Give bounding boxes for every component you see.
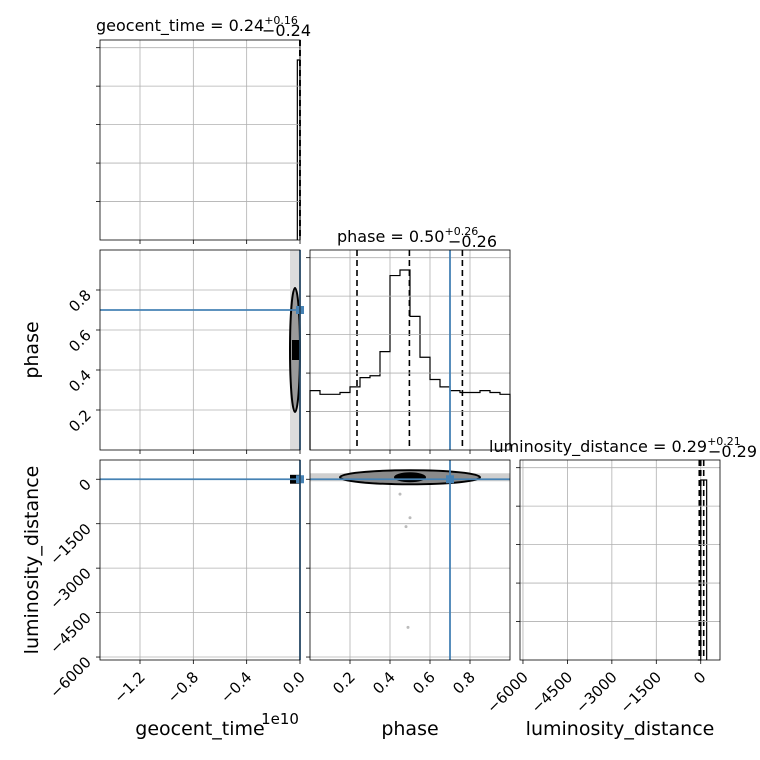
panel-luminosity-distance-vs-geocent-time: −1.2 −0.8 −0.4 0.0 −6000−4500−3000−1500 0 <box>46 459 309 707</box>
x-tick-label: 0.8 <box>449 668 479 698</box>
panel-frame <box>519 459 721 661</box>
panel-geocent-time-hist <box>96 39 301 244</box>
panel-luminosity-distance-hist: −6000−4500−3000−1500 0 <box>483 459 721 717</box>
panel-frame <box>309 459 511 661</box>
y-tick-label: −1500 <box>46 520 95 569</box>
panel-frame <box>309 249 511 451</box>
x-tick-label: 0.4 <box>369 668 399 698</box>
panel-frame <box>99 39 301 241</box>
y-tick-label: 0.8 <box>65 286 95 316</box>
xlabel-luminosity-distance: luminosity_distance <box>526 718 715 740</box>
ylabel-phase: phase <box>21 321 43 378</box>
xlabel-phase: phase <box>381 718 438 740</box>
x-tick-label: −3000 <box>572 668 621 717</box>
panel-phase-vs-geocent-time: 0.2 0.4 0.6 0.8 <box>65 249 304 454</box>
y-tick-label: 0 <box>75 475 94 494</box>
y-tick-label: 0.4 <box>65 366 95 396</box>
y-tick-label: 0.2 <box>65 406 95 436</box>
x-tick-label: −0.8 <box>164 668 202 706</box>
x-tick-label: −1.2 <box>110 668 148 706</box>
y-tick-label: −6000 <box>46 653 95 702</box>
offset-text-geocent-time: 1e10 <box>261 710 299 728</box>
x-tick-label: 0.0 <box>279 668 309 698</box>
truth-marker <box>446 475 454 484</box>
outlier-sample <box>404 525 408 529</box>
panel-phase-hist <box>306 249 511 454</box>
x-tick-label: 0 <box>690 668 709 687</box>
density-peak <box>394 472 426 483</box>
title-luminosity-distance-minus: −0.29 <box>708 442 757 461</box>
outlier-sample <box>408 516 412 520</box>
title-geocent-time: geocent_time = 0.24+0.16 <box>96 14 298 36</box>
y-tick-label: −4500 <box>46 609 95 658</box>
title-phase: phase = 0.50+0.26 <box>337 225 478 246</box>
outlier-sample <box>398 492 402 496</box>
x-tick-label: 0.2 <box>329 668 359 698</box>
panel-frame <box>99 249 301 451</box>
xlabel-geocent-time: geocent_time <box>135 718 264 740</box>
title-luminosity-distance: luminosity_distance = 0.29+0.21 <box>489 435 741 457</box>
title-geocent-time-minus: −0.24 <box>262 21 311 40</box>
ylabel-luminosity-distance: luminosity_distance <box>21 466 43 655</box>
x-tick-label: 0.6 <box>409 668 439 698</box>
panel-frame <box>99 459 301 661</box>
x-tick-label: −1500 <box>617 668 666 717</box>
density-peak <box>292 340 300 360</box>
panel-luminosity-distance-vs-phase: 0.2 0.4 0.6 0.8 <box>306 459 511 698</box>
x-tick-label: −4500 <box>528 668 577 717</box>
title-phase-minus: −0.26 <box>448 232 497 251</box>
x-tick-label: −0.4 <box>217 668 255 706</box>
x-tick-label: −6000 <box>483 668 532 717</box>
contour-line <box>339 469 481 486</box>
outlier-sample <box>406 625 410 629</box>
y-tick-label: 0.6 <box>65 326 95 356</box>
y-tick-label: −3000 <box>46 564 95 613</box>
